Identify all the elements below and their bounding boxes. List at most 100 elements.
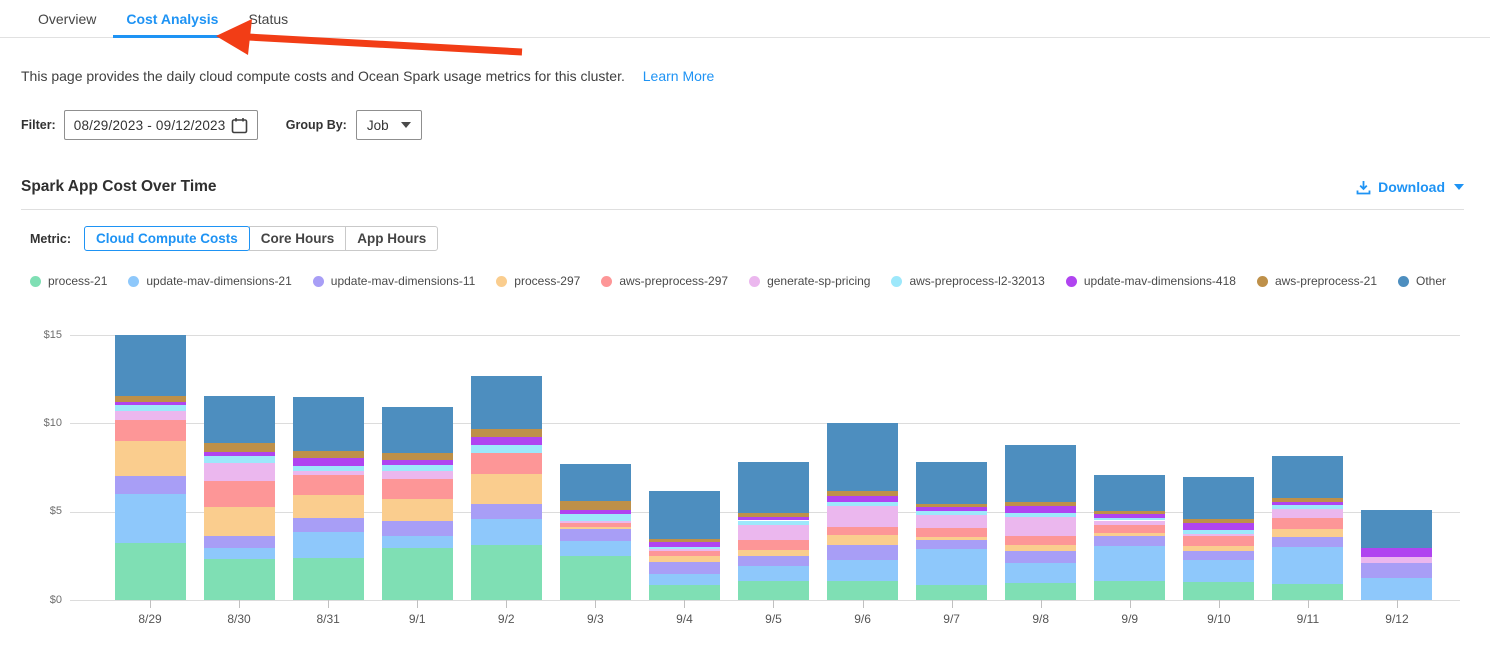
legend-item-update-mav-dimensions-418[interactable]: update-mav-dimensions-418 (1065, 274, 1236, 288)
legend-item-aws-preprocess-21[interactable]: aws-preprocess-21 (1256, 274, 1377, 288)
x-axis-tick-label: 9/11 (1296, 612, 1320, 626)
bar-segment-process-297-9/6 (827, 534, 899, 546)
bar-segment-aws-preprocess-l2-32013-9/6 (827, 501, 899, 507)
bar-segment-process-21-9/2 (470, 545, 542, 600)
bar-segment-aws-preprocess-l2-32013-9/9 (1094, 517, 1166, 521)
date-range-value: 08/29/2023 - 09/12/2023 (73, 117, 226, 133)
bar-segment-Other-9/2 (470, 375, 542, 429)
bar-segment-aws-preprocess-297-9/5 (737, 539, 809, 550)
bar-segment-process-297-9/4 (648, 555, 720, 562)
bar-segment-update-mav-dimensions-11-9/3 (559, 529, 631, 541)
bar-segment-aws-preprocess-297-9/1 (381, 478, 453, 500)
bar-segment-process-297-9/7 (916, 537, 988, 540)
bar-segment-process-21-9/3 (559, 555, 631, 600)
bar-segment-Other-8/29 (114, 335, 186, 396)
legend-item-process-21[interactable]: process-21 (30, 274, 107, 288)
bar-segment-aws-preprocess-297-8/31 (292, 474, 364, 495)
bar-segment-update-mav-dimensions-11-9/11 (1272, 537, 1344, 547)
bar-segment-process-21-9/7 (916, 584, 988, 600)
legend-item-Other[interactable]: Other (1398, 274, 1446, 288)
bar-segment-update-mav-dimensions-11-8/29 (114, 476, 186, 494)
bar-segment-update-mav-dimensions-21-9/4 (648, 574, 720, 585)
metric-button-core-hours[interactable]: Core Hours (248, 226, 347, 251)
bar-segment-process-297-8/29 (114, 441, 186, 477)
bar-segment-aws-preprocess-21-9/7 (916, 503, 988, 508)
legend-label: aws-preprocess-l2-32013 (909, 274, 1045, 288)
legend-item-process-297[interactable]: process-297 (496, 274, 580, 288)
legend-label: process-297 (514, 274, 581, 288)
bar-segment-aws-preprocess-21-9/4 (648, 539, 720, 542)
metric-button-group: Cloud Compute Costs Core Hours App Hours (83, 226, 439, 251)
legend-label: update-mav-dimensions-21 (146, 274, 292, 288)
group-by-select[interactable]: Job (355, 110, 422, 140)
section-divider (21, 209, 1464, 210)
legend-item-aws-preprocess-297[interactable]: aws-preprocess-297 (601, 274, 728, 288)
x-axis-tick-label: 9/7 (943, 612, 960, 626)
bar-segment-Other-9/1 (381, 406, 453, 454)
tab-overview[interactable]: Overview (38, 11, 97, 27)
bar-segment-Other-9/12 (1361, 509, 1433, 548)
bar-segment-process-21-9/4 (648, 584, 720, 600)
bar-segment-update-mav-dimensions-418-8/31 (292, 457, 364, 466)
bar-segment-update-mav-dimensions-418-9/11 (1272, 501, 1344, 506)
bar-segment-update-mav-dimensions-11-9/10 (1183, 550, 1255, 561)
legend-item-aws-preprocess-l2-32013[interactable]: aws-preprocess-l2-32013 (891, 274, 1045, 288)
x-axis-tick (1129, 600, 1131, 608)
bar-segment-Other-9/11 (1272, 456, 1344, 499)
y-axis-tick-label: $10 (43, 416, 62, 429)
calendar-icon (231, 117, 248, 133)
tab-bar: Overview Cost Analysis Status (0, 0, 1490, 38)
bar-segment-aws-preprocess-297-9/9 (1094, 524, 1166, 533)
gridline-$15 (70, 335, 1460, 336)
bar-segment-aws-preprocess-l2-32013-9/2 (470, 444, 542, 454)
bar-segment-aws-preprocess-297-9/8 (1005, 535, 1077, 546)
metric-button-cloud-compute-costs[interactable]: Cloud Compute Costs (83, 226, 250, 251)
metric-button-app-hours[interactable]: App Hours (345, 226, 439, 251)
bar-segment-aws-preprocess-21-9/10 (1183, 518, 1255, 524)
legend-color-dot (30, 275, 41, 287)
tab-status[interactable]: Status (248, 11, 289, 27)
bar-segment-aws-preprocess-21-9/8 (1005, 501, 1077, 507)
bar-segment-update-mav-dimensions-11-8/30 (203, 535, 275, 548)
metric-label: Metric: (30, 231, 71, 246)
y-axis-tick-label: $0 (49, 593, 62, 606)
bar-segment-Other-9/3 (559, 463, 631, 502)
bar-segment-update-mav-dimensions-21-9/5 (737, 566, 809, 581)
legend-item-update-mav-dimensions-21[interactable]: update-mav-dimensions-21 (128, 274, 292, 288)
filter-row: Filter: 08/29/2023 - 09/12/2023 Group By… (21, 110, 422, 140)
bar-segment-Other-9/7 (916, 462, 988, 504)
tab-cost-analysis[interactable]: Cost Analysis (113, 11, 232, 38)
legend-item-generate-sp-pricing[interactable]: generate-sp-pricing (749, 274, 870, 288)
bar-segment-update-mav-dimensions-418-9/6 (827, 495, 899, 502)
legend-item-update-mav-dimensions-11[interactable]: update-mav-dimensions-11 (312, 274, 475, 288)
bar-segment-process-297-9/3 (559, 526, 631, 530)
x-axis-tick-label: 9/3 (587, 612, 604, 626)
date-range-picker[interactable]: 08/29/2023 - 09/12/2023 (63, 110, 258, 140)
bar-segment-aws-preprocess-21-9/11 (1272, 498, 1344, 502)
legend-color-dot (749, 275, 761, 287)
bar-segment-generate-sp-pricing-9/4 (648, 548, 720, 551)
bar-segment-update-mav-dimensions-21-9/9 (1094, 546, 1166, 582)
x-axis-tick (239, 600, 241, 608)
x-axis-tick (595, 600, 597, 608)
bar-segment-aws-preprocess-l2-32013-8/30 (203, 456, 275, 464)
bar-segment-process-21-9/10 (1183, 582, 1255, 600)
metric-row: Metric: Cloud Compute Costs Core Hours A… (30, 226, 439, 251)
x-axis-tick-label: 9/8 (1032, 612, 1050, 626)
learn-more-link[interactable]: Learn More (642, 68, 715, 84)
x-axis-tick-label: 9/12 (1385, 612, 1409, 626)
group-by-label: Group By: (285, 118, 347, 132)
bar-segment-process-297-9/1 (381, 499, 453, 522)
x-axis-tick-label: 9/4 (676, 612, 693, 626)
bar-segment-update-mav-dimensions-21-9/11 (1272, 547, 1344, 585)
x-axis-tick (506, 600, 508, 608)
bar-segment-process-297-9/2 (470, 473, 542, 504)
bar-segment-update-mav-dimensions-418-9/12 (1361, 547, 1433, 557)
bar-segment-aws-preprocess-l2-32013-8/31 (292, 465, 364, 472)
bar-segment-update-mav-dimensions-11-9/7 (916, 539, 988, 549)
download-button[interactable]: Download (1356, 179, 1464, 195)
bar-segment-generate-sp-pricing-9/11 (1272, 509, 1344, 518)
bar-segment-process-21-9/11 (1272, 584, 1344, 600)
description-text: This page provides the daily cloud compu… (21, 68, 625, 84)
